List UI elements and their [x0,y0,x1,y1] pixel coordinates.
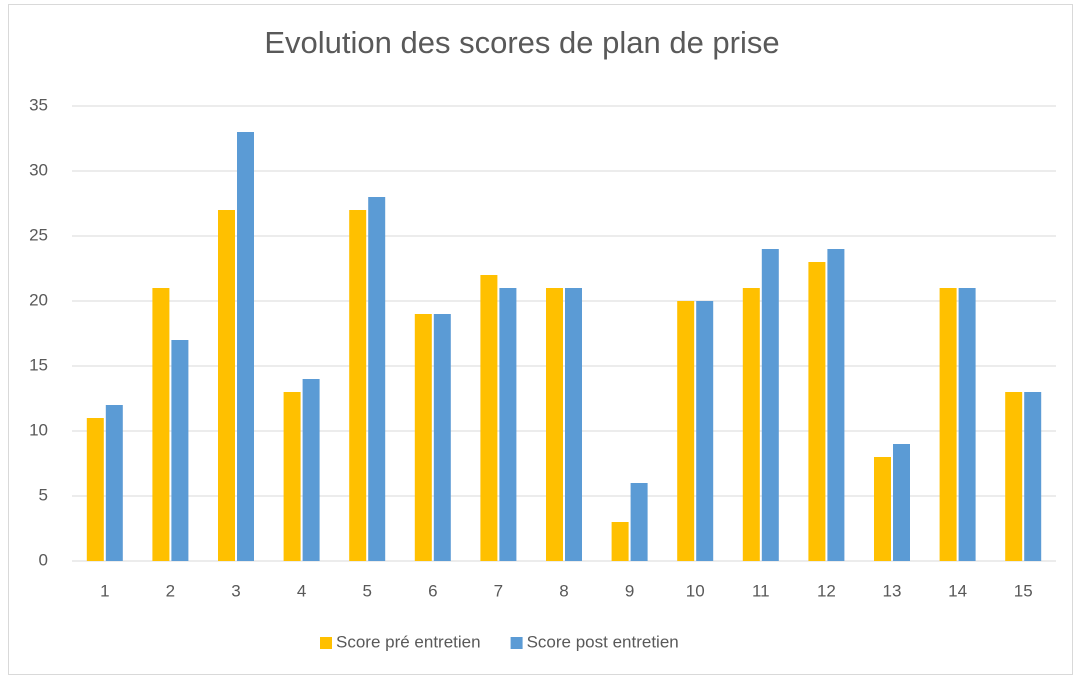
bar [283,392,301,561]
x-tick-label: 11 [752,581,770,600]
bar [565,288,582,561]
bar [742,288,760,561]
x-tick-label: 2 [166,581,175,600]
legend-label: Score post entretien [527,632,679,651]
bar [349,210,367,561]
bar [302,379,320,561]
x-tick-label: 10 [686,581,705,600]
bar [480,275,498,561]
x-tick-label: 1 [100,581,109,600]
x-tick-label: 13 [883,581,902,600]
y-tick-label: 0 [39,550,48,569]
bar [630,483,648,561]
bar [939,288,957,561]
legend-swatch [320,637,332,649]
bar [893,444,910,561]
bar [611,522,629,561]
bar [368,197,386,561]
y-tick-label: 20 [29,290,48,309]
x-tick-label: 8 [559,581,568,600]
bar [152,288,170,561]
bar [827,249,845,561]
y-tick-label: 25 [29,225,48,244]
bar [414,314,432,561]
x-tick-label: 4 [297,581,306,600]
bar [677,301,695,561]
bar [218,210,235,561]
y-tick-label: 30 [29,160,48,179]
bar [696,301,714,561]
bar [86,418,104,561]
bar [761,249,779,561]
y-tick-label: 35 [29,95,48,114]
x-tick-label: 5 [362,581,371,600]
x-tick-label: 12 [817,581,836,600]
bar [105,405,123,561]
bar [546,288,563,561]
x-tick-label: 3 [231,581,240,600]
y-tick-label: 10 [29,420,48,439]
legend-swatch [510,637,523,649]
bar [171,340,189,561]
bar [499,288,517,561]
bar [808,262,826,561]
bar [958,288,976,561]
legend-label: Score pré entretien [336,632,481,651]
x-tick-label: 7 [494,581,503,600]
y-tick-label: 5 [39,485,48,504]
chart-title: Evolution des scores de plan de prise [264,25,779,60]
bar [433,314,451,561]
bar [1024,392,1042,561]
x-tick-label: 14 [948,581,967,600]
bar [874,457,891,561]
x-tick-label: 9 [625,581,634,600]
y-tick-label: 15 [29,355,48,374]
bar [237,132,254,561]
bar [1005,392,1023,561]
x-tick-label: 15 [1014,581,1033,600]
x-tick-label: 6 [428,581,437,600]
chart-border [8,4,1073,675]
